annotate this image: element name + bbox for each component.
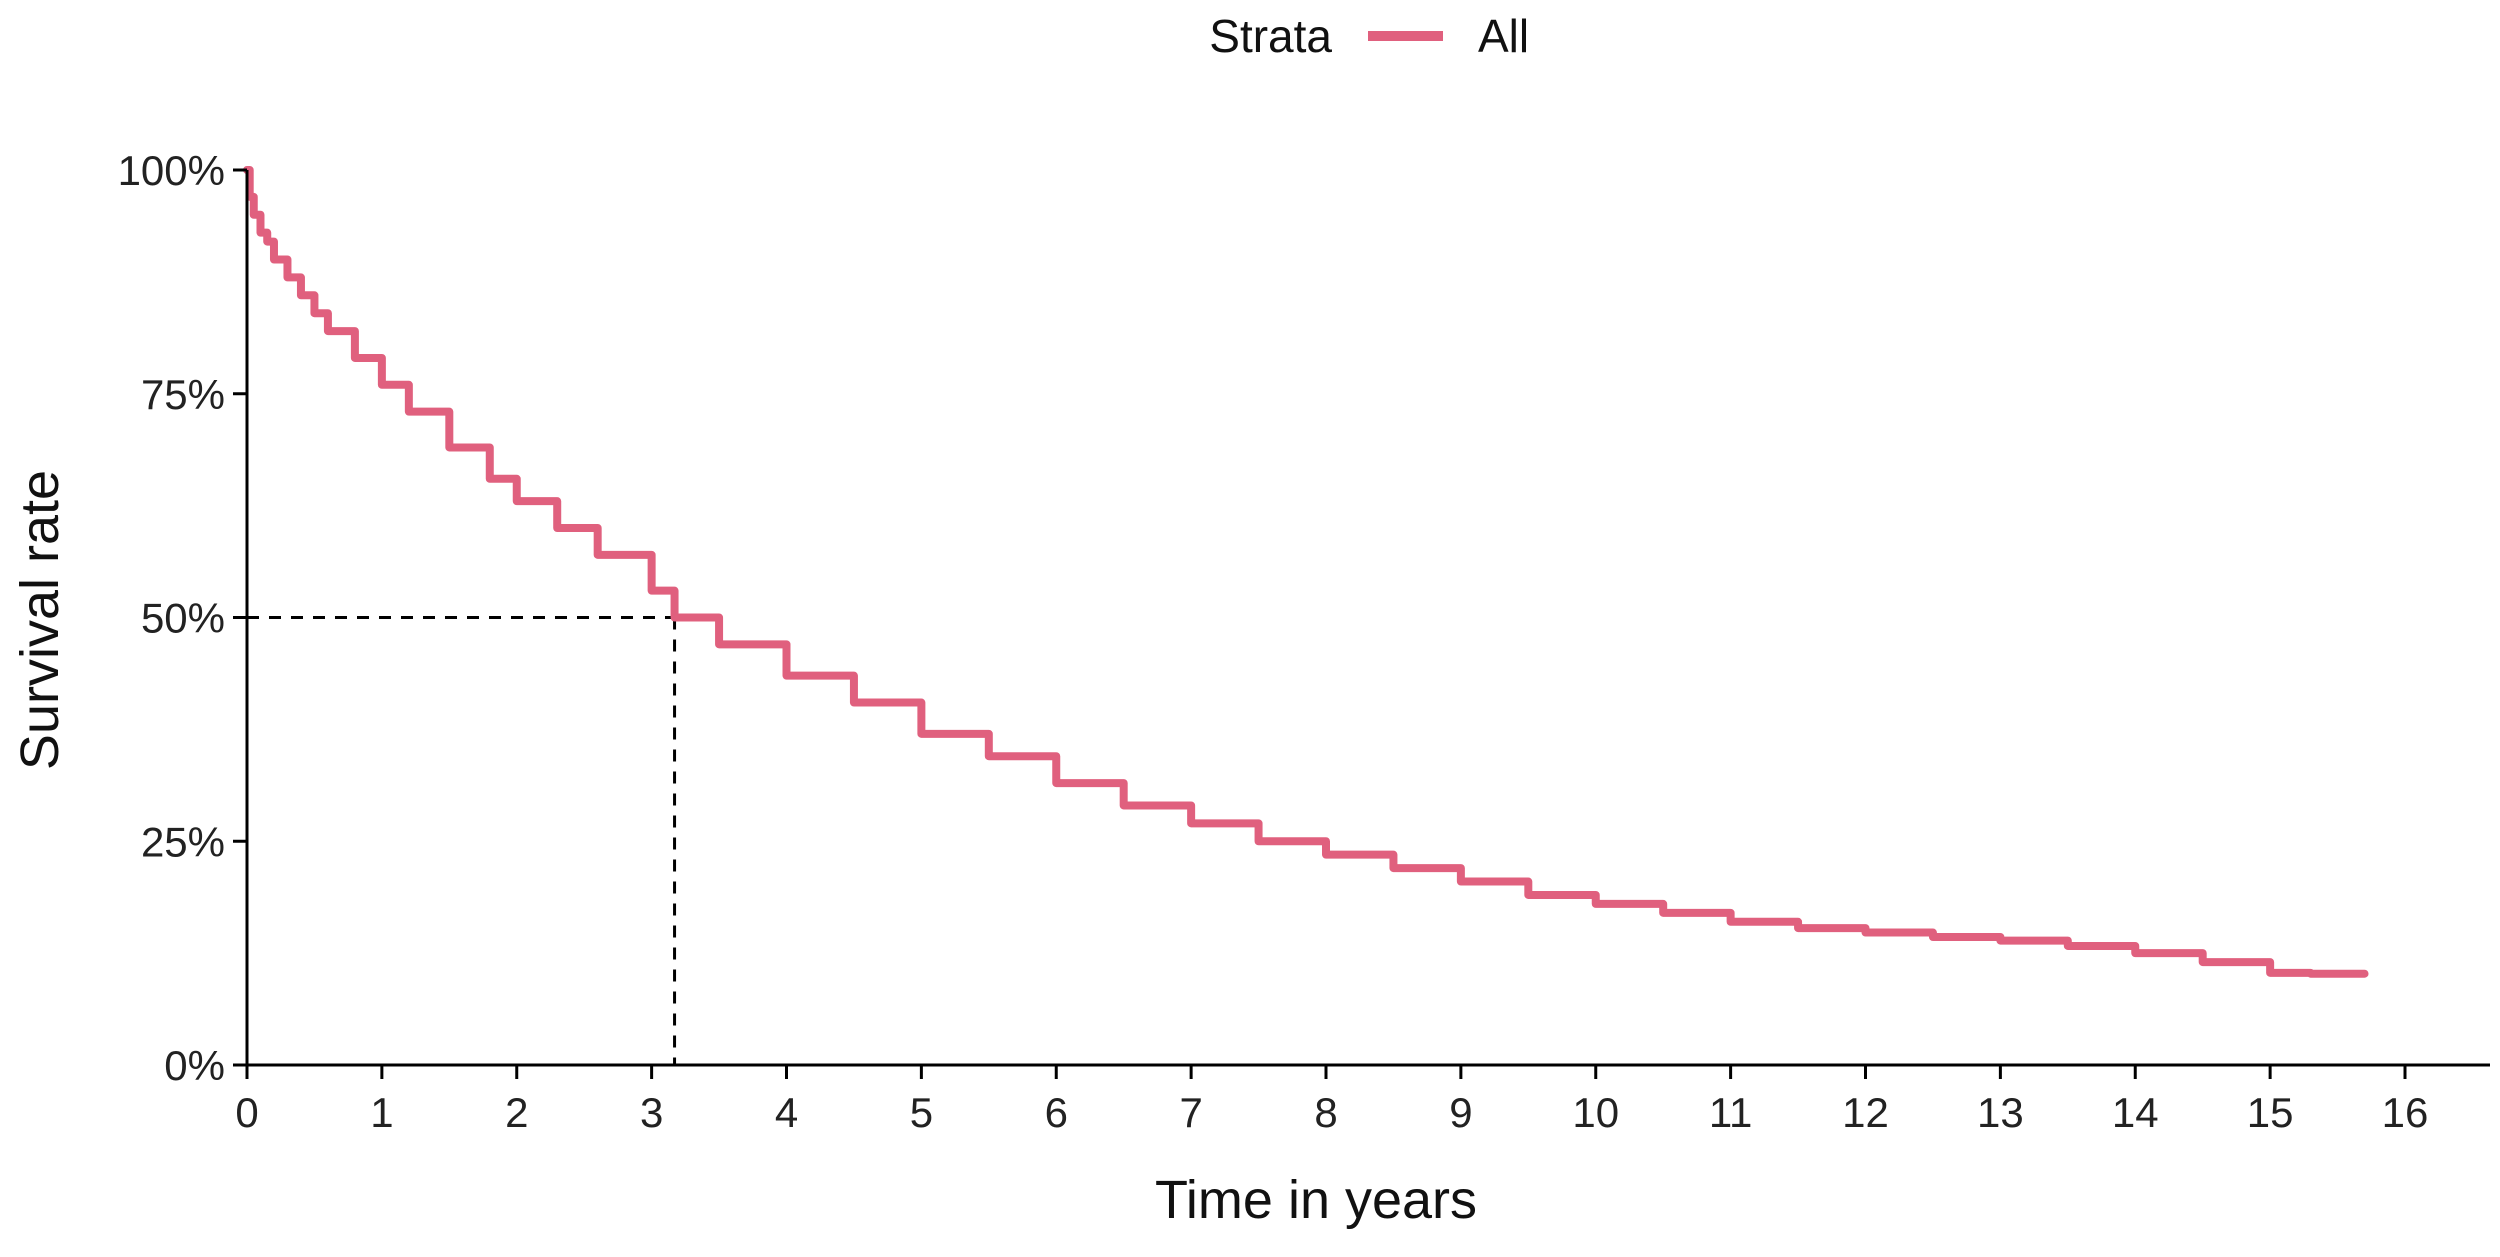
x-tick-label: 14 [2112,1089,2159,1136]
x-tick-label: 9 [1449,1089,1472,1136]
x-tick-label: 6 [1045,1089,1068,1136]
x-axis-ticks: 0 1 2 3 4 5 6 7 8 9 10 11 12 13 14 15 16 [235,1065,2428,1136]
x-tick-label: 15 [2247,1089,2294,1136]
x-axis-title: Time in years [1155,1170,1477,1230]
y-axis-ticks: 0% 25% 50% 75% 100% [118,147,247,1089]
x-tick-label: 3 [640,1089,663,1136]
plot-area: 0%25%50%75%100% 0 1 2 3 4 5 6 7 8 9 10 11 12 13 14 15 16 [118,147,2490,1136]
x-tick-label: 10 [1572,1089,1619,1136]
x-tick-label: 1 [370,1089,393,1136]
x-tick-label: 16 [2382,1089,2429,1136]
x-tick-label: 12 [1842,1089,1889,1136]
y-axis-title: Survival rate [10,470,70,770]
x-tick-label: 11 [1709,1089,1753,1136]
y-tick-label: 75% [141,371,225,418]
x-tick-label: 5 [910,1089,933,1136]
survival-curve-all [243,166,2369,978]
x-tick-label: 4 [775,1089,798,1136]
legend-title: Strata [1209,10,1332,62]
median-reference-lines [247,616,677,1065]
series-layer [243,166,2369,978]
x-tick-label: 0 [235,1089,258,1136]
y-tick-label: 50% [141,595,225,642]
x-tick-label: 7 [1179,1089,1202,1136]
y-tick-label: 100% [118,147,225,194]
y-tick-label: 25% [141,818,225,865]
x-tick-label: 8 [1314,1089,1337,1136]
y-tick-label: 0% [164,1042,225,1089]
x-tick-label: 2 [505,1089,528,1136]
legend-label-all: All [1478,10,1529,62]
x-tick-label: 13 [1977,1089,2024,1136]
legend: Strata All [1209,10,1529,62]
